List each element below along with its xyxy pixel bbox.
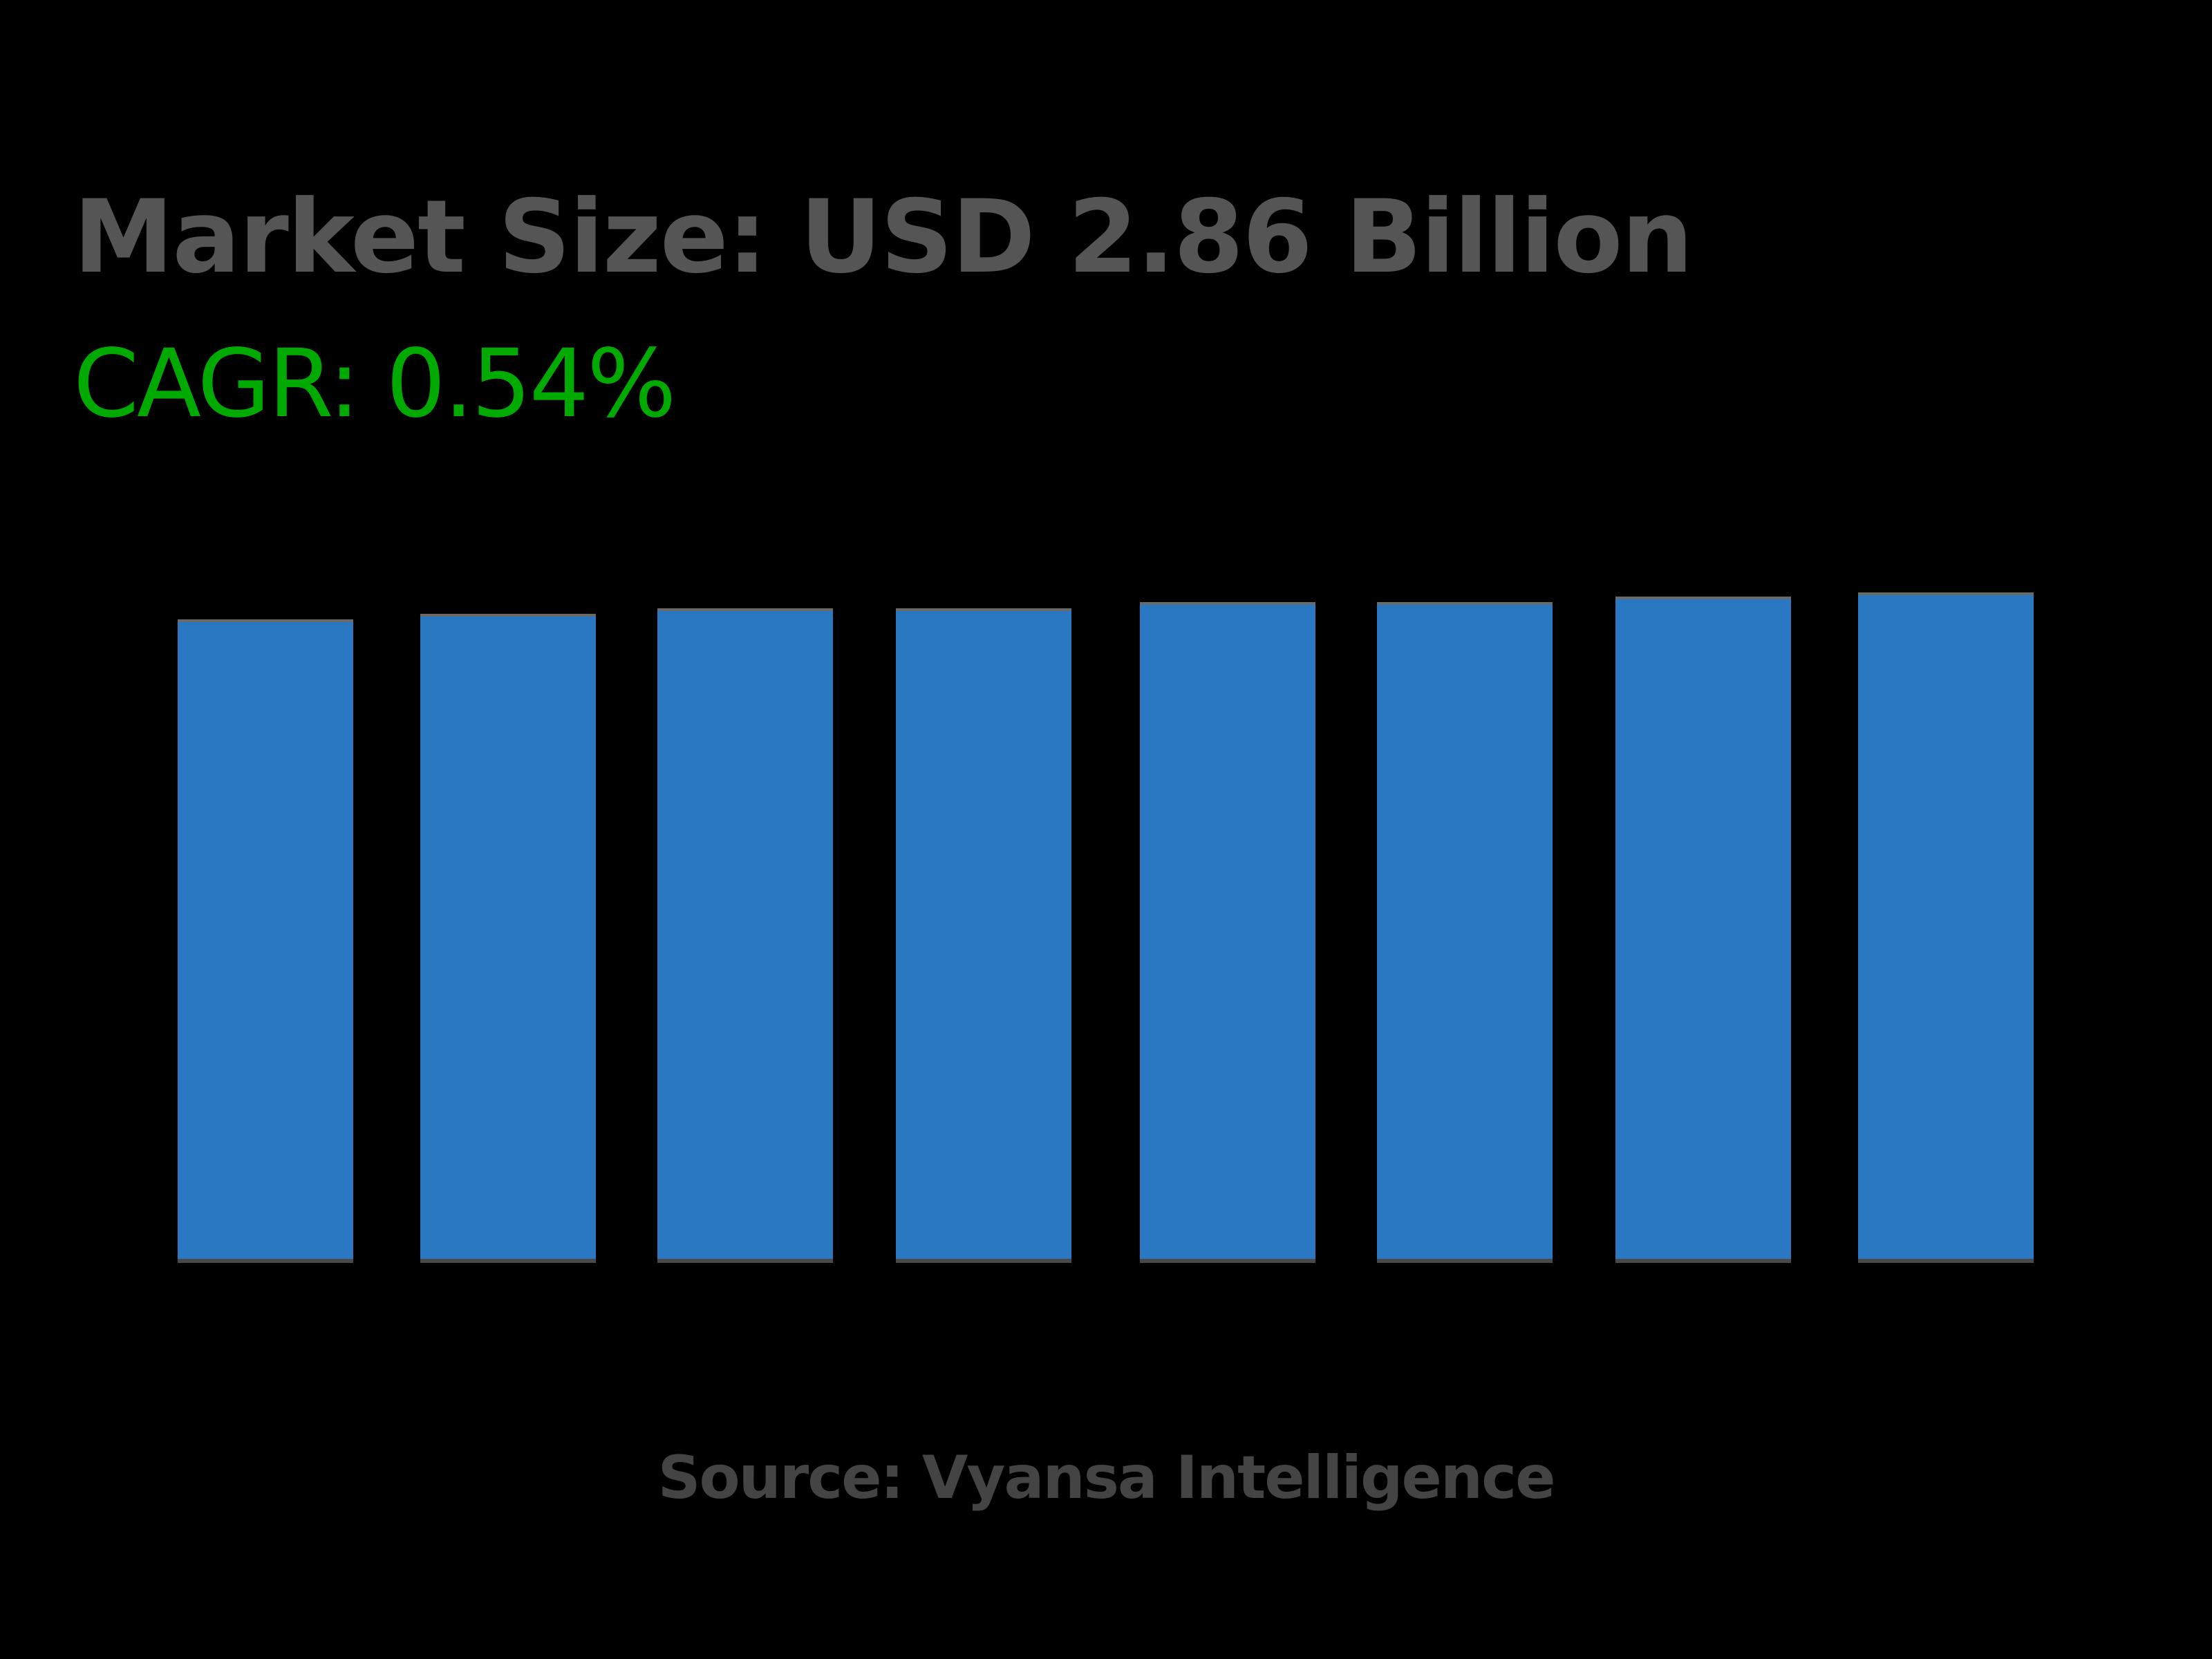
bar-1: [178, 619, 353, 1263]
bar-2: [420, 614, 596, 1263]
cagr-subtitle: CAGR: 0.54%: [73, 330, 676, 439]
market-size-title: Market Size: USD 2.86 Billion: [73, 178, 1694, 296]
bar-5: [1140, 602, 1315, 1263]
bar-8: [1858, 592, 2034, 1263]
bar-3: [657, 608, 833, 1263]
source-note: Source: Vyansa Intelligence: [657, 1443, 1556, 1512]
bar-7: [1615, 597, 1791, 1263]
bar-6: [1377, 602, 1553, 1263]
bar-4: [896, 608, 1071, 1263]
